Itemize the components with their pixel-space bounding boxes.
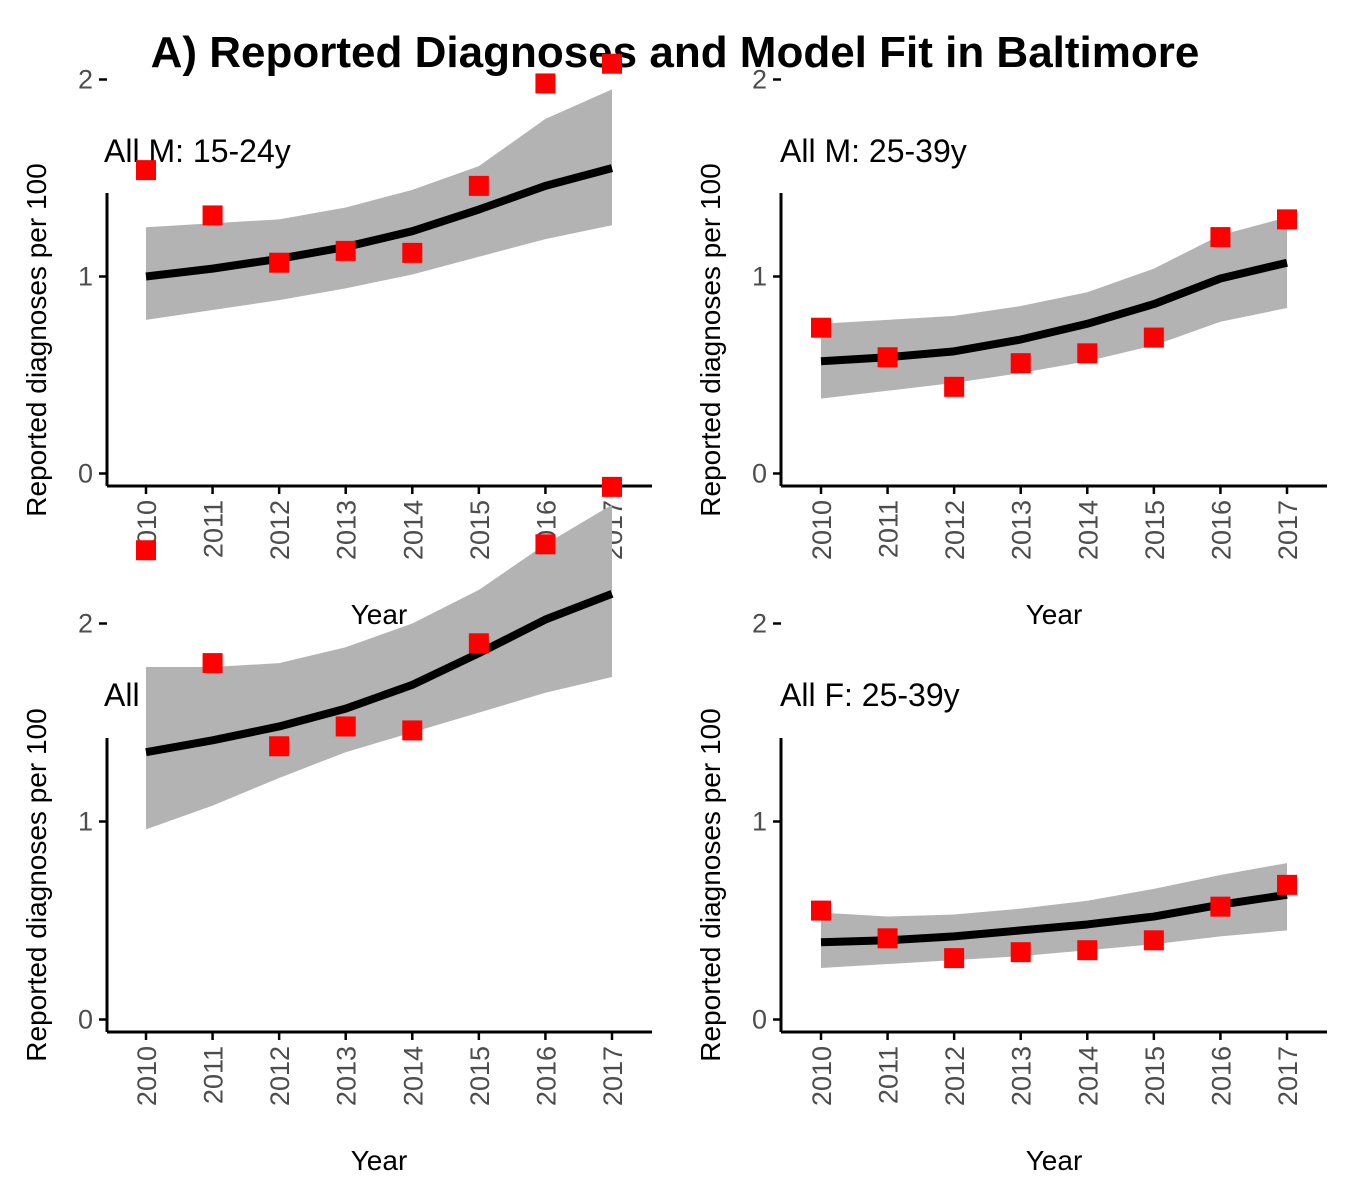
reported-point-2017	[602, 476, 622, 497]
panel-title: All M: 25-39y	[780, 133, 967, 169]
x-tick-label: 2012	[940, 500, 970, 560]
y-axis-label: Reported diagnoses per 100	[21, 163, 52, 516]
x-tick-label: 2014	[398, 500, 428, 560]
x-axis-label: Year	[1026, 1145, 1083, 1176]
reported-point-2016	[1210, 227, 1231, 248]
reported-point-2011	[202, 653, 223, 674]
reported-point-2013	[1010, 942, 1031, 963]
y-tick-label: 1	[78, 262, 93, 292]
reported-point-2012	[944, 376, 965, 397]
x-tick-label: 2015	[1140, 500, 1170, 560]
y-tick-label: 1	[78, 807, 93, 837]
reported-point-2014	[402, 720, 423, 741]
figure-title: A) Reported Diagnoses and Model Fit in B…	[150, 28, 1200, 77]
x-axis-label: Year	[351, 1145, 408, 1176]
y-tick-label: 2	[78, 609, 93, 639]
reported-point-2016	[535, 73, 556, 94]
y-tick-label: 0	[752, 1005, 767, 1035]
x-tick-label: 2013	[1007, 1046, 1037, 1106]
x-tick-label: 2010	[807, 1046, 837, 1106]
reported-point-2013	[1010, 353, 1031, 374]
reported-point-2017	[602, 53, 622, 74]
x-tick-label: 2014	[1073, 1046, 1103, 1106]
x-tick-label: 2015	[465, 500, 495, 560]
uncertainty-band	[821, 863, 1287, 969]
x-axis-label: Year	[1026, 599, 1083, 630]
reported-point-2016	[535, 534, 556, 555]
y-tick-label: 2	[752, 609, 767, 639]
reported-point-2017	[1277, 209, 1297, 230]
reported-point-2011	[202, 205, 223, 226]
reported-point-2014	[1077, 343, 1098, 364]
panel-title: All M: 15-24y	[104, 133, 291, 169]
x-tick-label: 2015	[465, 1046, 495, 1106]
x-axis-label: Year	[351, 599, 408, 630]
reported-point-2014	[402, 242, 423, 263]
x-tick-label: 2011	[874, 500, 904, 558]
x-tick-label: 2013	[1007, 500, 1037, 560]
model-fit-line	[820, 890, 1288, 947]
reported-point-2012	[269, 736, 290, 757]
reported-point-2015	[468, 175, 489, 196]
y-tick-label: 1	[752, 262, 767, 292]
x-tick-label: 2016	[1206, 500, 1236, 560]
x-tick-label: 2016	[531, 1046, 561, 1106]
y-tick-label: 2	[78, 65, 93, 95]
x-tick-label: 2011	[199, 500, 229, 558]
reported-point-2016	[1210, 896, 1231, 917]
x-tick-label: 2017	[1273, 500, 1303, 560]
x-tick-label: 2010	[132, 1046, 162, 1106]
x-tick-label: 2012	[940, 1046, 970, 1106]
y-axis-label: Reported diagnoses per 100	[695, 708, 726, 1061]
uncertainty-band	[146, 504, 612, 830]
x-tick-label: 2014	[1073, 500, 1103, 560]
x-tick-label: 2012	[265, 500, 295, 560]
panel-title: All F: 25-39y	[780, 677, 960, 713]
reported-point-2013	[335, 716, 356, 737]
x-tick-label: 2011	[874, 1046, 904, 1104]
reported-point-2011	[877, 347, 898, 368]
y-tick-label: 2	[752, 65, 767, 95]
reported-point-2015	[1143, 327, 1164, 348]
model-fit-line	[145, 164, 614, 281]
reported-point-2015	[1143, 930, 1164, 951]
reported-point-2010	[811, 900, 831, 921]
x-tick-label: 2013	[332, 1046, 362, 1106]
x-tick-label: 2017	[1273, 1046, 1303, 1106]
x-tick-label: 2016	[1206, 1046, 1236, 1106]
y-tick-label: 0	[752, 459, 767, 489]
reported-point-2013	[335, 240, 356, 261]
reported-point-2015	[468, 633, 489, 654]
x-tick-label: 2015	[1140, 1046, 1170, 1106]
reported-point-2014	[1077, 940, 1098, 961]
panel-2: All M: 25-39y Reported diagnoses per 100 0…	[695, 65, 1327, 630]
reported-point-2010	[811, 317, 831, 338]
uncertainty-band	[146, 89, 612, 320]
panel-4: All F: 25-39y Reported diagnoses per 100 0…	[695, 609, 1327, 1176]
x-tick-label: 2013	[332, 500, 362, 560]
model-fit-line	[820, 258, 1288, 366]
reported-point-2011	[877, 928, 898, 949]
reported-point-2010	[136, 160, 156, 181]
x-tick-label: 2014	[398, 1046, 428, 1106]
x-tick-label: 2011	[199, 1046, 229, 1104]
y-tick-label: 0	[78, 1005, 93, 1035]
reported-point-2012	[269, 252, 290, 273]
y-axis-label: Reported diagnoses per 100	[21, 708, 52, 1061]
reported-point-2010	[136, 540, 156, 561]
y-tick-label: 0	[78, 459, 93, 489]
x-tick-label: 2010	[807, 500, 837, 560]
y-tick-label: 1	[752, 807, 767, 837]
model-fit-line	[145, 590, 614, 757]
reported-point-2017	[1277, 874, 1297, 895]
y-axis-label: Reported diagnoses per 100	[695, 163, 726, 516]
reported-point-2012	[944, 948, 965, 969]
panel-1: All M: 15-24y Reported diagnoses per 100 0…	[21, 53, 652, 630]
x-tick-label: 2012	[265, 1046, 295, 1106]
x-tick-label: 2017	[598, 1046, 628, 1106]
